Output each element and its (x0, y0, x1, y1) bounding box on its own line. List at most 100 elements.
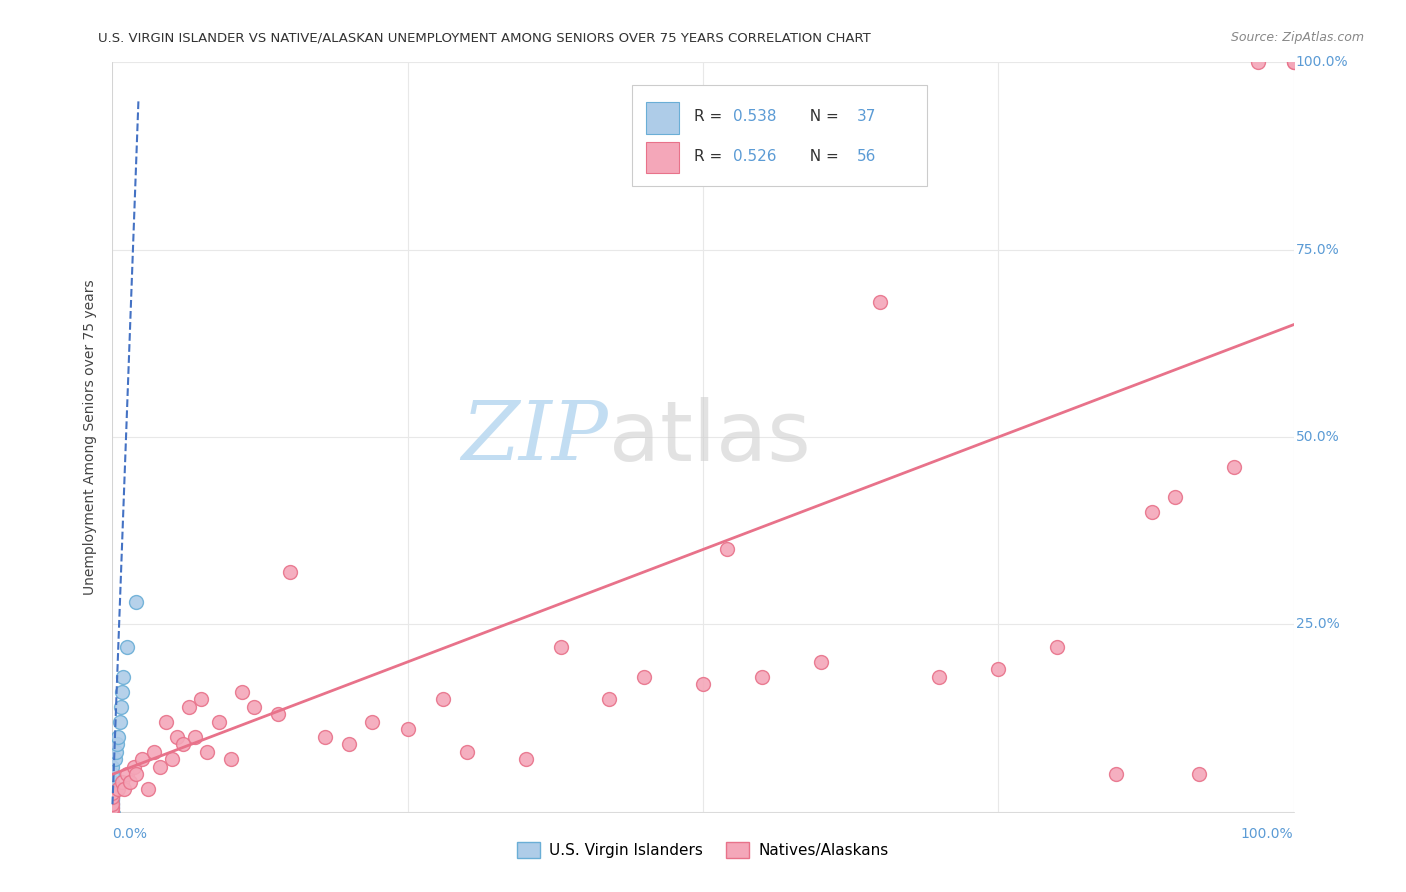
Point (716, 542, 738, 557)
Point (122, 760, 145, 774)
Point (195, 745, 218, 759)
Text: 0.526: 0.526 (733, 149, 776, 163)
Point (111, 685, 134, 699)
Point (101, 801, 124, 815)
Point (107, 730, 129, 744)
Point (267, 707, 290, 722)
Text: Source: ZipAtlas.com: Source: ZipAtlas.com (1230, 31, 1364, 45)
Point (101, 805, 124, 819)
Point (456, 745, 478, 759)
Point (1188, 767, 1211, 781)
Point (692, 677, 714, 691)
Point (101, 805, 124, 819)
Point (869, 295, 891, 310)
Point (120, 774, 142, 789)
Point (149, 760, 172, 774)
Point (987, 662, 1010, 676)
Point (101, 805, 124, 819)
Point (131, 752, 153, 766)
Text: R =: R = (693, 149, 727, 163)
Point (107, 782, 129, 797)
Point (101, 798, 124, 813)
Point (101, 791, 124, 805)
Point (105, 737, 128, 751)
Point (101, 789, 124, 804)
Point (208, 714, 231, 729)
Point (110, 699, 132, 714)
Point (108, 714, 131, 729)
Point (928, 670, 950, 684)
Text: 75.0%: 75.0% (1296, 243, 1340, 257)
Point (101, 805, 124, 819)
Point (1247, 55, 1270, 70)
Point (101, 797, 124, 812)
Y-axis label: Unemployment Among Seniors over 75 years: Unemployment Among Seniors over 75 years (83, 279, 97, 595)
FancyBboxPatch shape (633, 85, 928, 186)
Point (142, 745, 165, 759)
Point (243, 699, 266, 714)
Point (101, 786, 124, 800)
Point (101, 805, 124, 819)
Point (160, 752, 183, 766)
Point (101, 805, 124, 819)
Point (101, 805, 124, 819)
Point (101, 796, 124, 810)
Point (1105, 767, 1128, 781)
Point (111, 774, 134, 789)
Point (101, 805, 124, 819)
Point (115, 767, 138, 781)
Point (166, 730, 188, 744)
Point (810, 655, 832, 669)
Text: 0.0%: 0.0% (112, 827, 148, 840)
Point (1140, 505, 1163, 519)
Point (598, 692, 620, 706)
Point (101, 782, 124, 797)
Point (396, 723, 419, 737)
Point (101, 760, 124, 774)
Point (125, 767, 148, 781)
Point (101, 805, 124, 819)
Point (1164, 490, 1187, 504)
Point (101, 779, 124, 793)
Text: ZIP: ZIP (461, 397, 609, 477)
Point (1046, 640, 1069, 654)
Point (337, 737, 360, 751)
Point (101, 786, 124, 800)
Text: N =: N = (800, 149, 844, 163)
Point (105, 745, 128, 759)
Point (550, 640, 572, 654)
Point (104, 752, 127, 766)
Text: atlas: atlas (609, 397, 810, 477)
Point (515, 752, 537, 766)
Text: 100.0%: 100.0% (1241, 827, 1294, 840)
Legend: U.S. Virgin Islanders, Natives/Alaskans: U.S. Virgin Islanders, Natives/Alaskans (512, 836, 894, 864)
Text: 37: 37 (856, 109, 876, 124)
Point (751, 670, 773, 684)
Text: 0.538: 0.538 (733, 109, 776, 124)
Text: 56: 56 (856, 149, 876, 163)
Point (179, 699, 201, 714)
Point (101, 789, 124, 804)
Point (101, 793, 124, 807)
FancyBboxPatch shape (647, 142, 679, 173)
Point (278, 565, 301, 579)
Point (231, 685, 253, 699)
Point (361, 714, 384, 729)
Point (219, 752, 242, 766)
Point (314, 730, 336, 744)
Point (101, 805, 124, 819)
Point (633, 670, 655, 684)
Point (1282, 55, 1305, 70)
Point (115, 640, 138, 654)
Text: 25.0%: 25.0% (1296, 617, 1340, 632)
Point (184, 730, 207, 744)
Point (101, 805, 124, 819)
Point (101, 801, 124, 815)
Point (101, 767, 124, 781)
Point (432, 692, 454, 706)
Point (1282, 55, 1305, 70)
Point (101, 797, 124, 812)
FancyBboxPatch shape (647, 103, 679, 134)
Text: R =: R = (693, 109, 727, 124)
Point (101, 805, 124, 819)
